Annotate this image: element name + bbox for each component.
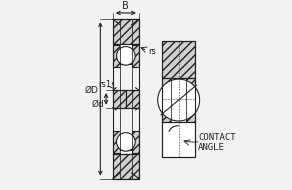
Bar [124,53,126,59]
Bar [162,41,195,78]
Bar [162,41,195,157]
Bar [113,19,139,44]
Text: B: B [122,1,129,11]
Bar [120,131,132,153]
Bar [162,122,195,157]
Bar [113,154,139,179]
Bar [120,45,132,67]
Bar [113,19,139,179]
Bar [126,53,128,59]
Bar [126,90,139,108]
Bar [132,131,139,153]
Bar [120,48,126,64]
Text: rs1: rs1 [98,80,111,89]
Bar [171,95,174,105]
Bar [113,45,120,67]
Bar [120,134,126,150]
Text: CONTACT
ANGLE: CONTACT ANGLE [198,132,236,152]
Bar [186,78,195,122]
Circle shape [117,47,135,65]
Bar [124,139,126,145]
Bar [113,131,120,153]
Text: Ød: Ød [92,100,105,109]
Bar [132,45,139,67]
Bar [113,90,126,108]
Circle shape [117,133,135,151]
Bar [126,134,132,150]
Text: rs: rs [148,47,156,56]
Text: ØD: ØD [85,86,99,94]
Bar [126,139,128,145]
Bar [184,95,186,105]
Bar [162,78,171,122]
Bar [126,48,132,64]
Circle shape [158,79,200,121]
Bar [171,78,186,122]
